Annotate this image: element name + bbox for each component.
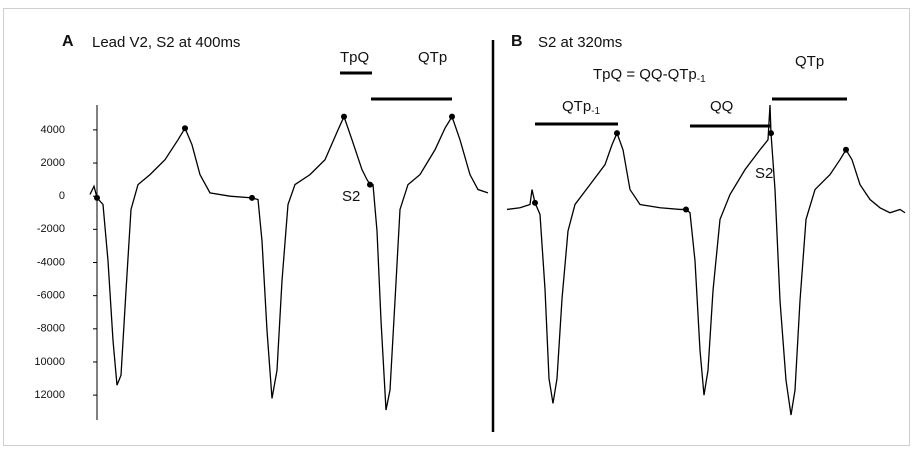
y-tick-label: -6000 bbox=[37, 290, 65, 302]
annotation: S2 bbox=[342, 188, 360, 205]
annotation-subscript: -1 bbox=[697, 74, 706, 85]
annotation-text: QTp bbox=[562, 98, 591, 115]
ecg-trace bbox=[506, 104, 906, 416]
peak-marker bbox=[341, 113, 347, 120]
peak-marker bbox=[367, 181, 373, 188]
annotation-text: TpQ bbox=[340, 49, 369, 66]
annotation-text: TpQ = QQ-QTp bbox=[593, 66, 697, 83]
peak-marker bbox=[449, 113, 455, 120]
peak-marker bbox=[249, 194, 255, 201]
panel-title: Lead V2, S2 at 400ms bbox=[92, 34, 240, 51]
peak-marker bbox=[683, 206, 689, 213]
annotation-text: S2 bbox=[755, 165, 773, 182]
peak-marker bbox=[843, 146, 849, 153]
annotation: QQ bbox=[710, 98, 733, 115]
annotation-text: QTp bbox=[418, 49, 447, 66]
annotation: QTp-1 bbox=[562, 98, 601, 117]
panel-label: A bbox=[62, 33, 74, 50]
panel-label: B bbox=[511, 33, 523, 50]
y-tick-label: 2000 bbox=[41, 157, 65, 169]
peak-marker bbox=[768, 130, 774, 137]
y-tick-label: 10000 bbox=[34, 356, 65, 368]
y-tick-label: -8000 bbox=[37, 323, 65, 335]
frame bbox=[3, 8, 910, 446]
annotation-text: QTp bbox=[795, 53, 824, 70]
peak-marker bbox=[532, 199, 538, 206]
y-tick-label: 12000 bbox=[34, 389, 65, 401]
annotation: TpQ = QQ-QTp-1 bbox=[593, 66, 706, 85]
peak-marker bbox=[614, 130, 620, 137]
ecg-trace bbox=[89, 114, 489, 411]
annotation-text: QQ bbox=[710, 98, 733, 115]
y-tick-label: -2000 bbox=[37, 223, 65, 235]
y-tick-label: 4000 bbox=[41, 124, 65, 136]
annotation: TpQ bbox=[340, 49, 369, 66]
annotation-text: S2 bbox=[342, 188, 360, 205]
annotation-subscript: -1 bbox=[591, 106, 600, 117]
annotation: S2 bbox=[755, 165, 773, 182]
annotation: QTp bbox=[418, 49, 447, 66]
y-tick-label: -4000 bbox=[37, 256, 65, 268]
panel-title: S2 at 320ms bbox=[538, 34, 622, 51]
annotation: QTp bbox=[795, 53, 824, 70]
y-tick-label: 0 bbox=[59, 190, 65, 202]
peak-marker bbox=[182, 125, 188, 132]
